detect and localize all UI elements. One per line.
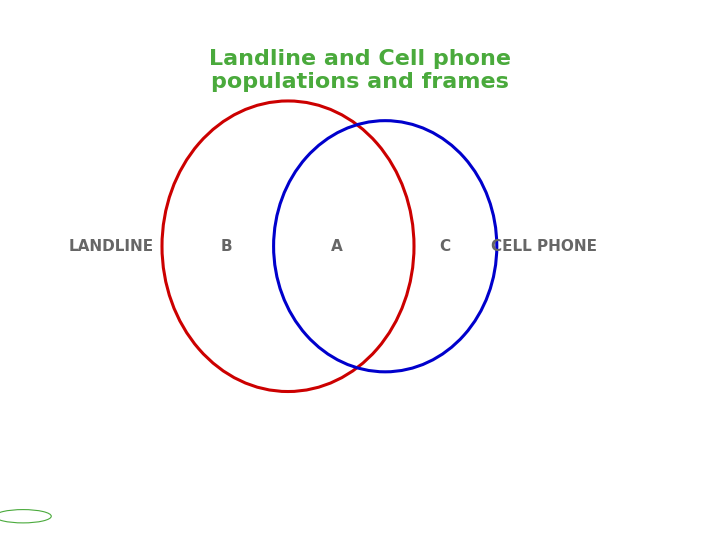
Text: B: B <box>221 239 233 254</box>
Text: CELL PHONE: CELL PHONE <box>490 239 597 254</box>
Text: A: A <box>331 239 343 254</box>
Text: LANDLINE: LANDLINE <box>69 239 154 254</box>
Text: C: C <box>439 239 451 254</box>
Text: Landline and Cell phone
populations and frames: Landline and Cell phone populations and … <box>209 49 511 92</box>
Text: IHME: IHME <box>42 509 86 524</box>
Ellipse shape <box>0 510 84 523</box>
